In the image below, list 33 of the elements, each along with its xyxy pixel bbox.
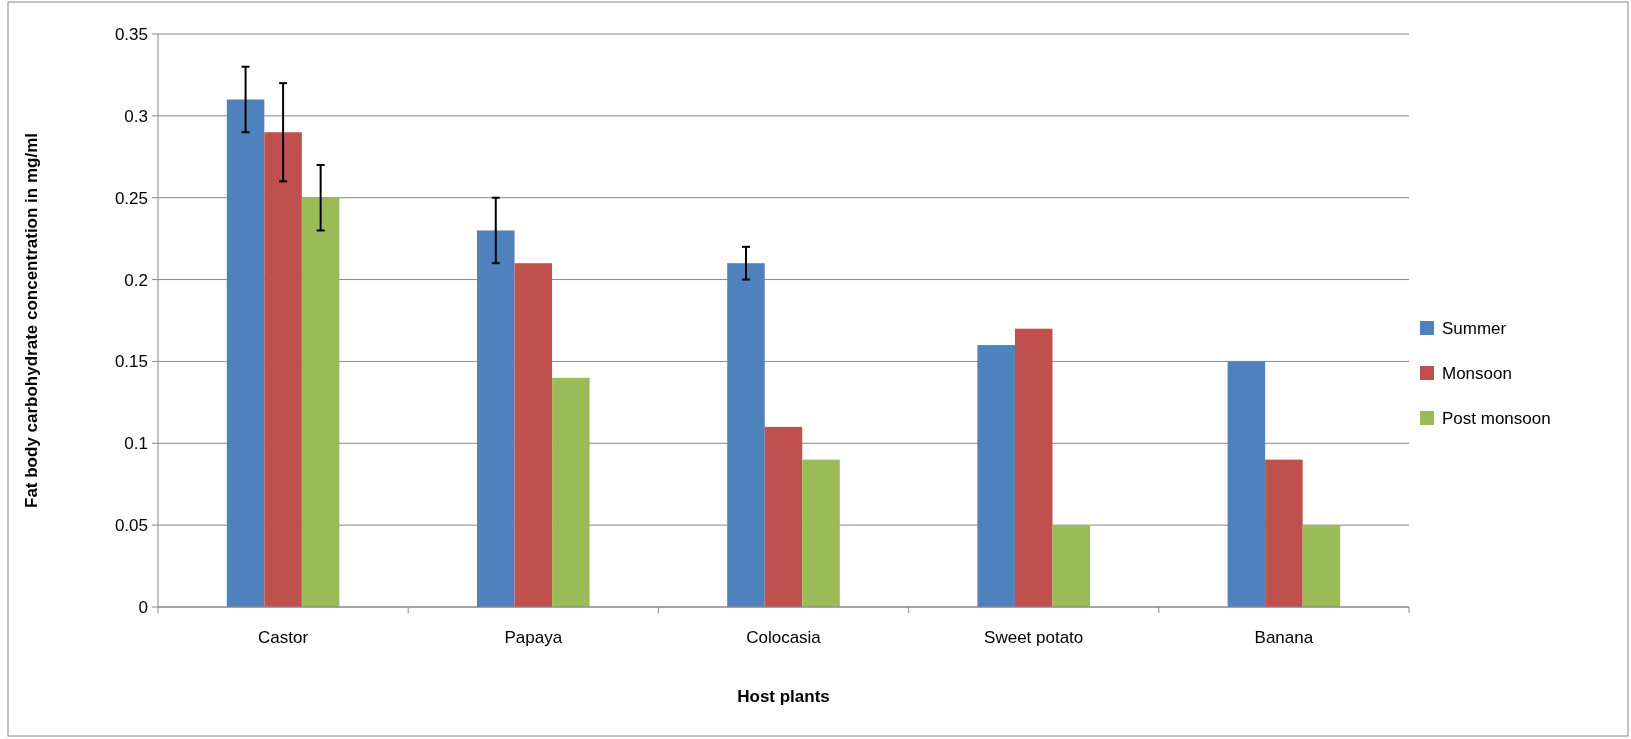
bar [764, 426, 803, 607]
x-tick-label: Sweet potato [984, 628, 1084, 647]
bar [802, 459, 840, 607]
y-tick-label: 0.25 [114, 188, 148, 208]
bar [727, 263, 765, 607]
y-tick-label: 0.1 [124, 434, 148, 454]
y-tick-label: 0 [138, 597, 148, 617]
y-tick-label: 0.3 [124, 106, 148, 126]
bar [514, 263, 553, 607]
x-axis-title: Host plants [737, 687, 830, 706]
legend-label: Post monsoon [1442, 408, 1551, 428]
y-tick-label: 0.35 [114, 24, 148, 44]
bar [226, 99, 265, 607]
x-tick-label: Papaya [504, 628, 563, 647]
y-tick-label: 0.2 [124, 270, 148, 290]
x-tick-label: Colocasia [746, 628, 822, 647]
bar [264, 132, 302, 607]
x-tick-label: Banana [1254, 628, 1314, 647]
x-tick-label: Castor [258, 628, 309, 647]
bar [552, 377, 590, 607]
bar [1227, 361, 1266, 607]
legend-label: Monsoon [1442, 363, 1512, 383]
y-axis-title: Fat body carbohydrate concentration in mg/ml [22, 133, 41, 508]
bar [1265, 459, 1303, 607]
bar [977, 345, 1015, 607]
bar [1052, 525, 1090, 607]
legend-label: Summer [1442, 318, 1507, 338]
bar [477, 230, 515, 607]
y-tick-label: 0.05 [114, 516, 148, 536]
bar [1302, 525, 1341, 607]
bar [1014, 328, 1053, 607]
bar [301, 197, 340, 607]
y-tick-label: 0.15 [114, 352, 148, 372]
